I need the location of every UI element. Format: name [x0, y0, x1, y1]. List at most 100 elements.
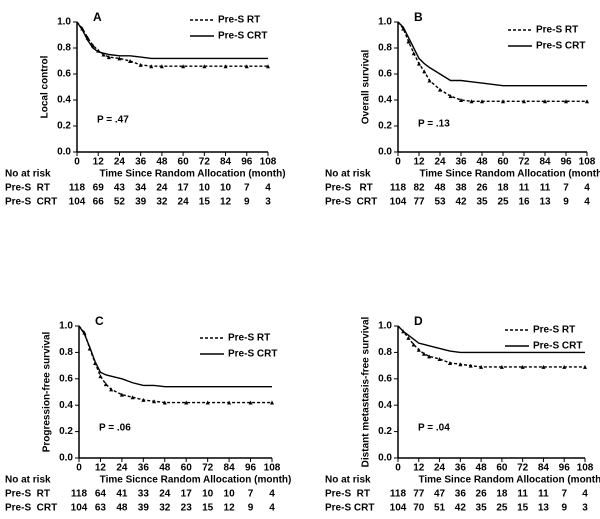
risk-count: 9	[563, 197, 569, 208]
risk-count: 10	[199, 183, 211, 194]
risk-count: 12	[224, 503, 236, 514]
risk-count: 26	[476, 183, 488, 194]
y-tick-label: 0.0	[59, 453, 73, 464]
risk-count: 47	[434, 489, 446, 500]
risk-row-label: Pre-S RT	[5, 489, 50, 500]
x-tick-label: 108	[577, 463, 594, 474]
x-tick-label: 0	[74, 157, 80, 168]
panel-letter: B	[414, 10, 423, 24]
risk-row-label: Pre-S RT	[5, 183, 50, 194]
x-tick-label: 72	[202, 463, 214, 474]
risk-count: 15	[199, 197, 211, 208]
x-tick-label: 12	[413, 157, 425, 168]
risk-count: 9	[244, 197, 250, 208]
risk-count: 12	[220, 197, 232, 208]
y-tick-label: 0.4	[59, 400, 73, 411]
censor-marker	[109, 387, 114, 392]
censor-marker	[541, 364, 546, 369]
legend-label: Pre-S CRT	[228, 349, 277, 360]
risk-count: 118	[71, 489, 88, 500]
x-axis-label: Time Since Random Allocation (month)	[99, 169, 285, 180]
risk-row-label: Pre-S RT	[325, 489, 370, 500]
p-value: P = .04	[418, 423, 450, 434]
x-tick-label: 84	[538, 463, 550, 474]
y-tick-label: 0.6	[59, 373, 73, 384]
censor-marker	[141, 397, 146, 402]
censor-marker	[562, 364, 567, 369]
risk-count: 17	[178, 183, 190, 194]
x-tick-label: 12	[413, 463, 425, 474]
risk-count: 11	[517, 489, 528, 500]
censor-marker	[152, 399, 157, 404]
risk-row-label: Pre-S CRT	[325, 503, 374, 514]
risk-count: 42	[455, 503, 467, 514]
censor-marker	[543, 99, 547, 104]
risk-row-label: Pre-S RT	[325, 183, 373, 194]
censor-marker	[270, 400, 274, 405]
x-tick-label: 72	[517, 463, 529, 474]
risk-row-label: Pre-S CRT	[5, 503, 57, 514]
censor-marker	[149, 64, 154, 69]
x-tick-label: 24	[434, 463, 446, 474]
risk-count: 118	[390, 183, 407, 194]
x-tick-label: 0	[395, 463, 401, 474]
survival-curve	[78, 325, 272, 388]
x-tick-label: 24	[116, 463, 128, 474]
censor-marker	[416, 347, 421, 352]
x-tick-label: 48	[476, 463, 488, 474]
y-tick-label: 0.4	[378, 400, 392, 411]
p-value: P = .47	[97, 115, 129, 126]
risk-count: 3	[582, 503, 588, 514]
y-axis-label: Distant metastasis-free survival	[361, 316, 372, 467]
y-tick-label: 1.0	[59, 321, 73, 332]
panel-letter: D	[414, 314, 423, 328]
risk-count: 33	[138, 489, 150, 500]
risk-count: 15	[202, 503, 214, 514]
risk-count: 4	[584, 197, 590, 208]
x-tick-label: 96	[241, 157, 253, 168]
y-tick-label: 0.4	[57, 95, 71, 106]
censor-marker	[447, 360, 452, 365]
p-value: P = .06	[99, 423, 131, 434]
censor-marker	[438, 87, 442, 92]
risk-count: 7	[561, 489, 567, 500]
y-tick-label: 0.6	[57, 69, 71, 80]
censor-marker	[119, 392, 124, 397]
y-tick-label: 0.4	[378, 95, 392, 106]
x-tick-label: 48	[476, 157, 488, 168]
x-tick-label: 48	[156, 157, 168, 168]
censor-marker	[184, 400, 189, 405]
censor-marker	[585, 99, 589, 104]
risk-count: 13	[538, 503, 550, 514]
y-tick-label: 1.0	[57, 17, 71, 28]
risk-count: 3	[265, 197, 271, 208]
risk-count: 48	[434, 183, 446, 194]
x-tick-label: 84	[224, 463, 236, 474]
y-tick-label: 0.0	[378, 453, 392, 464]
risk-count: 48	[116, 503, 128, 514]
x-tick-label: 84	[539, 157, 551, 168]
y-tick-label: 0.2	[378, 121, 392, 132]
censor-marker	[101, 52, 106, 57]
risk-count: 104	[71, 503, 88, 514]
x-tick-label: 36	[138, 463, 150, 474]
censor-marker	[162, 400, 167, 405]
x-tick-label: 60	[496, 463, 508, 474]
panel-letter: A	[93, 10, 102, 24]
risk-title: No at risk	[5, 169, 51, 180]
risk-count: 15	[517, 503, 529, 514]
risk-count: 11	[519, 183, 530, 194]
risk-count: 18	[497, 183, 509, 194]
censor-marker	[520, 364, 525, 369]
risk-count: 25	[496, 503, 508, 514]
y-tick-label: 0.8	[59, 347, 73, 358]
risk-count: 10	[224, 489, 236, 500]
censor-marker	[501, 99, 505, 104]
censor-marker	[479, 364, 484, 369]
x-tick-label: 96	[559, 463, 571, 474]
risk-count: 11	[540, 183, 551, 194]
x-tick-label: 72	[518, 157, 530, 168]
x-tick-label: 60	[181, 463, 193, 474]
risk-count: 69	[93, 183, 105, 194]
risk-count: 18	[496, 489, 508, 500]
